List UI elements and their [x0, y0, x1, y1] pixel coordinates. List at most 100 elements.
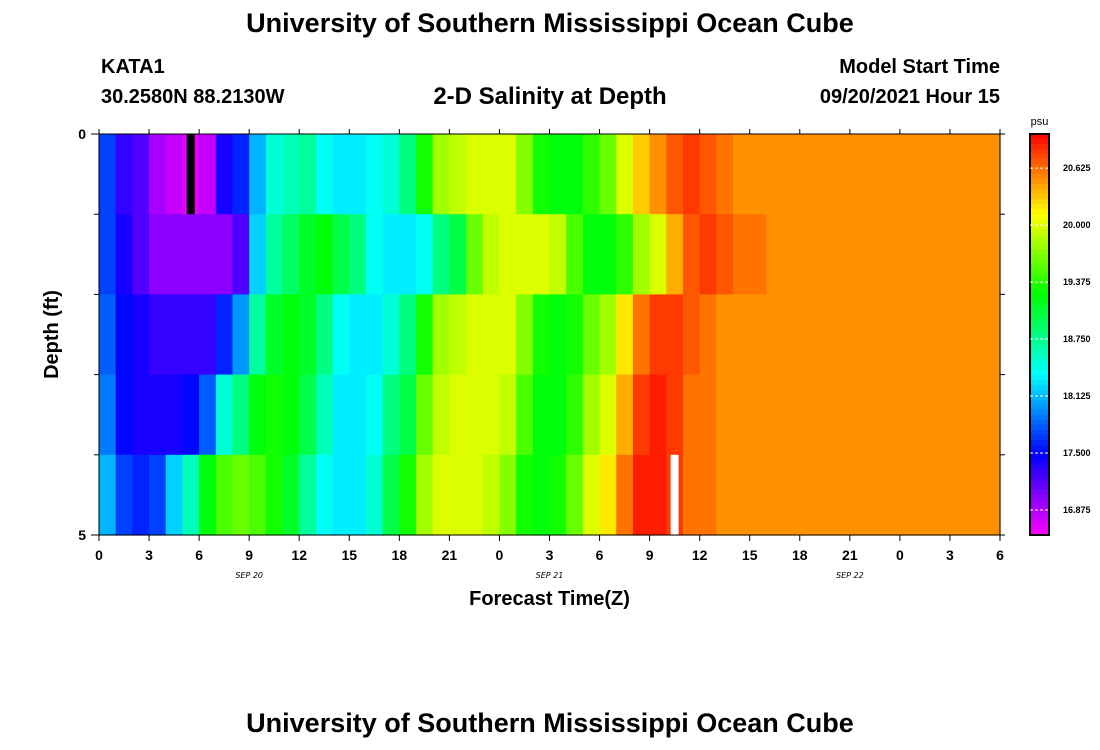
- heat-cell: [599, 294, 617, 376]
- heat-cell: [866, 294, 884, 376]
- heat-cell: [983, 294, 1001, 376]
- heat-cell: [165, 454, 184, 536]
- heat-cell: [682, 454, 701, 536]
- colorbar-segment: [1030, 404, 1049, 411]
- heat-cell: [365, 214, 384, 295]
- colorbar-segment: [1030, 179, 1049, 185]
- heat-cell: [616, 134, 634, 215]
- heatmap-cells: [99, 134, 1001, 536]
- heat-cell: [949, 454, 968, 536]
- colorbar-segment: [1030, 529, 1049, 536]
- heat-cell: [482, 374, 501, 456]
- colorbar-segment: [1030, 224, 1049, 230]
- heat-cell: [149, 454, 167, 536]
- heat-cell: [666, 214, 684, 295]
- heat-cell: [399, 294, 417, 376]
- heat-cell: [649, 454, 667, 536]
- heat-cell: [99, 294, 117, 376]
- colorbar-segment: [1030, 514, 1049, 521]
- x-axis-label: Forecast Time(Z): [469, 588, 630, 610]
- colorbar-segment: [1030, 484, 1049, 491]
- heat-cell: [466, 134, 484, 215]
- heat-cell: [632, 374, 651, 456]
- heat-cell: [833, 374, 851, 456]
- heat-cell: [916, 374, 934, 456]
- y-tick-label: 5: [78, 527, 86, 543]
- heat-cell: [866, 134, 884, 215]
- colorbar-segment: [1030, 384, 1049, 391]
- colorbar-segment: [1030, 294, 1049, 301]
- heat-cell: [365, 454, 384, 536]
- heat-cell: [582, 454, 601, 536]
- x-date-label: SEP 21: [536, 571, 564, 580]
- heat-cell: [399, 454, 417, 536]
- heat-cell: [899, 374, 918, 456]
- colorbar-segment: [1030, 314, 1049, 321]
- heat-cell: [916, 214, 934, 295]
- colorbar-segment: [1030, 149, 1049, 155]
- heat-cell: [249, 454, 267, 536]
- heat-cell: [766, 374, 784, 456]
- colorbar-segment: [1030, 434, 1049, 441]
- x-tick-label: 15: [742, 547, 758, 563]
- heat-cell: [182, 294, 200, 376]
- colorbar-segment: [1030, 324, 1049, 331]
- heat-cell: [582, 214, 601, 295]
- chart-title: 2-D Salinity at Depth: [433, 83, 667, 110]
- heat-cell: [299, 454, 317, 536]
- heat-cell: [699, 294, 717, 376]
- heat-cell: [933, 134, 951, 215]
- colorbar-segment: [1030, 409, 1049, 416]
- colorbar-segment: [1030, 309, 1049, 316]
- heat-cell: [666, 374, 684, 456]
- colorbar-segment: [1030, 394, 1049, 401]
- heat-cell: [566, 294, 584, 376]
- heat-cell: [482, 214, 501, 295]
- heat-cell: [315, 454, 334, 536]
- heat-cell: [182, 454, 200, 536]
- heat-cell: [149, 374, 167, 456]
- colorbar-segment: [1030, 349, 1049, 356]
- x-tick-label: 9: [646, 547, 654, 563]
- colorbar-segment: [1030, 519, 1049, 526]
- heat-cell: [332, 214, 350, 295]
- heat-cell: [749, 134, 768, 215]
- x-tick-label: 15: [341, 547, 357, 563]
- heat-cell: [666, 134, 684, 215]
- station-id: KATA1: [101, 56, 165, 78]
- colorbar-segment: [1030, 329, 1049, 336]
- heat-cell: [916, 454, 934, 536]
- y-tick-label: 0: [78, 126, 86, 142]
- heat-cell: [766, 214, 784, 295]
- heat-cell: [382, 214, 400, 295]
- heat-cell: [783, 134, 801, 215]
- heat-cell: [499, 294, 517, 376]
- colorbar-segment: [1030, 504, 1049, 511]
- heat-cell: [132, 134, 150, 215]
- heat-cell: [933, 374, 951, 456]
- y-axis-label: Depth (ft): [41, 290, 63, 379]
- heat-cell: [516, 134, 534, 215]
- colorbar-tick-label: 18.125: [1063, 391, 1091, 401]
- heat-cell: [232, 374, 250, 456]
- colorbar-segment: [1030, 449, 1049, 456]
- colorbar-segment: [1030, 419, 1049, 426]
- colorbar-segment: [1030, 259, 1049, 265]
- heat-cell: [299, 294, 317, 376]
- heat-cell: [232, 134, 250, 215]
- colorbar-segment: [1030, 359, 1049, 366]
- heat-cell: [949, 214, 968, 295]
- heat-cell: [649, 294, 667, 376]
- heat-cell: [382, 134, 400, 215]
- heat-cell: [983, 454, 1001, 536]
- heat-cell: [282, 374, 300, 456]
- heat-cell: [549, 374, 567, 456]
- colorbar-segment: [1030, 489, 1049, 496]
- heat-cell: [716, 214, 734, 295]
- heat-cell: [299, 134, 317, 215]
- heat-cell: [466, 374, 484, 456]
- heat-cell: [249, 374, 267, 456]
- heat-cell: [132, 454, 150, 536]
- colorbar-tick-label: 20.625: [1063, 163, 1091, 173]
- heat-cell: [149, 214, 167, 295]
